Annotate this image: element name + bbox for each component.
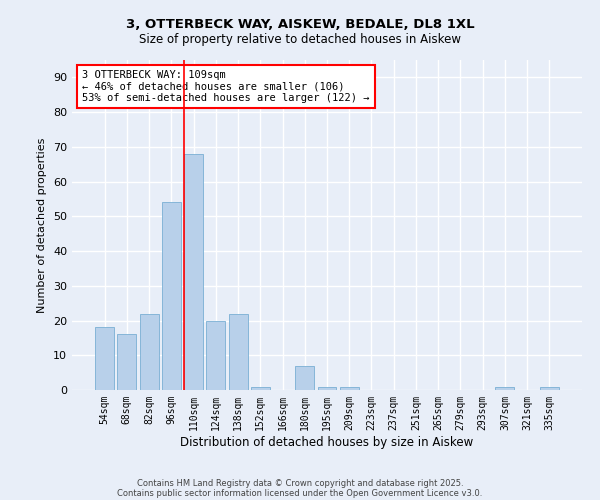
Bar — [496, 386, 514, 390]
Bar — [184, 154, 203, 390]
Bar — [229, 314, 248, 390]
X-axis label: Distribution of detached houses by size in Aiskew: Distribution of detached houses by size … — [181, 436, 473, 448]
Text: 3 OTTERBECK WAY: 109sqm
← 46% of detached houses are smaller (106)
53% of semi-d: 3 OTTERBECK WAY: 109sqm ← 46% of detache… — [82, 70, 370, 103]
Bar — [317, 386, 337, 390]
Text: Contains HM Land Registry data © Crown copyright and database right 2025.: Contains HM Land Registry data © Crown c… — [137, 478, 463, 488]
Text: Contains public sector information licensed under the Open Government Licence v3: Contains public sector information licen… — [118, 488, 482, 498]
Bar — [340, 386, 359, 390]
Bar — [118, 334, 136, 390]
Bar — [206, 320, 225, 390]
Text: 3, OTTERBECK WAY, AISKEW, BEDALE, DL8 1XL: 3, OTTERBECK WAY, AISKEW, BEDALE, DL8 1X… — [125, 18, 475, 30]
Bar — [95, 328, 114, 390]
Text: Size of property relative to detached houses in Aiskew: Size of property relative to detached ho… — [139, 32, 461, 46]
Y-axis label: Number of detached properties: Number of detached properties — [37, 138, 47, 312]
Bar — [162, 202, 181, 390]
Bar — [295, 366, 314, 390]
Bar — [140, 314, 158, 390]
Bar — [540, 386, 559, 390]
Bar — [251, 386, 270, 390]
